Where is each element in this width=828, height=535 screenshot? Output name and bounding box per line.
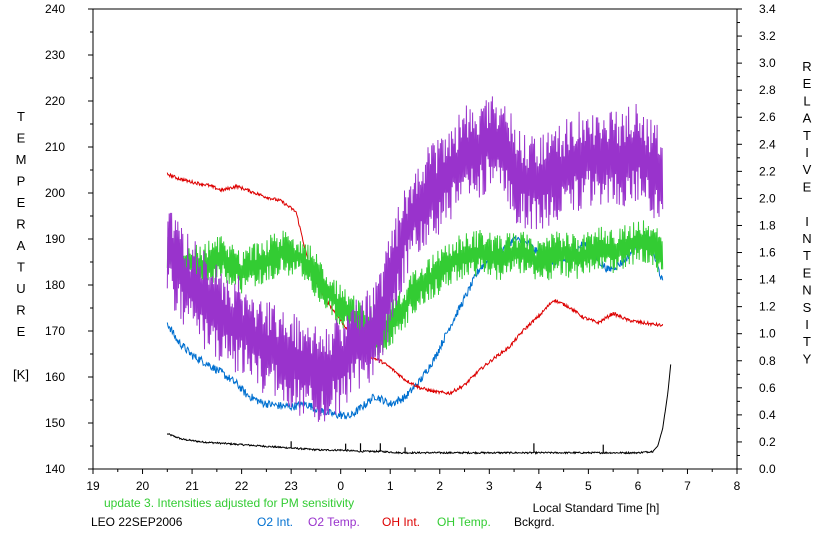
y-right-label-letter: N [802,231,811,246]
y-left-tick-label: 210 [45,140,65,154]
y-right-tick-label: 3.4 [759,2,776,16]
y-right-label-letter: E [803,179,812,194]
y-left-label-letter: E [17,131,26,146]
x-tick-label: 1 [387,479,394,493]
y-right-tick-label: 3.0 [759,56,776,70]
y-right-tick-label: 0.8 [759,354,776,368]
y-right-tick-label: 2.6 [759,110,776,124]
x-tick-label: 22 [235,479,249,493]
series-line-oh-temp [166,220,664,357]
y-left-tick-label: 230 [45,48,65,62]
x-tick-label: 2 [436,479,443,493]
x-tick-label: 6 [635,479,642,493]
y-right-tick-label: 2.8 [759,83,776,97]
y-right-label-letter: N [802,283,811,298]
x-tick-label: 5 [585,479,592,493]
y-right-tick-label: 0.2 [759,435,776,449]
x-tick-label: 7 [684,479,691,493]
series-line-o2-temp [166,96,664,422]
y-right-label-letter: A [803,111,812,126]
y-left-label-letter: P [17,174,26,189]
x-axis-label: Local Standard Time [h] [533,501,660,515]
legend-entry: O2 Temp. [308,515,360,529]
y-left-label-letter: E [17,195,26,210]
y-right-tick-label: 2.0 [759,191,776,205]
station-label: LEO 22SEP2006 [91,515,183,529]
y-left-label-letter: A [17,238,26,253]
x-tick-label: 21 [185,479,199,493]
y-right-tick-label: 0.0 [759,462,776,476]
y-left-tick-label: 190 [45,232,65,246]
y-right-tick-label: 1.4 [759,273,776,287]
y-left-label-letter: M [16,152,27,167]
x-tick-label: 23 [284,479,298,493]
x-tick-label: 0 [337,479,344,493]
y-right-label-letter: I [805,317,809,332]
legend: O2 Int. O2 Temp. OH Int. OH Temp. Bckgrd. [257,515,555,529]
y-right-label-letter: V [803,162,812,177]
y-right-tick-label: 3.2 [759,29,776,43]
y-left-label-letter: R [16,217,25,232]
y-right-tick-label: 2.2 [759,164,776,178]
y-left-label-letter: T [17,260,25,275]
note-text: update 3. Intensities adjusted for PM se… [104,496,354,510]
legend-entry: OH Int. [382,515,420,529]
y-left-tick-label: 240 [45,2,65,16]
y-right-tick-label: 0.6 [759,381,776,395]
y-right-tick-label: 0.4 [759,408,776,422]
series-line-bckgrd [166,364,672,455]
y-right-tick-label: 2.4 [759,137,776,151]
y-right-label-letter: T [803,248,811,263]
y-right-tick-label: 1.0 [759,327,776,341]
y-right-label-letter: E [803,76,812,91]
y-left-label-letter: T [17,109,25,124]
legend-entry: Bckgrd. [514,515,555,529]
series-layer [166,96,672,455]
x-tick-label: 3 [486,479,493,493]
x-tick-label: 20 [136,479,150,493]
y-left-label-letter: [K] [13,367,29,382]
legend-entry: O2 Int. [257,515,293,529]
y-right-label-letter: E [803,265,812,280]
y-left-tick-label: 170 [45,324,65,338]
y-right-label-letter: I [805,145,809,160]
y-left-label-letter: U [16,281,25,296]
y-right-label-letter: R [802,59,811,74]
legend-entry: OH Temp. [437,515,491,529]
x-tick-label: 4 [536,479,543,493]
y-left-tick-label: 140 [45,462,65,476]
y-right-label-letter: T [803,334,811,349]
x-tick-label: 8 [734,479,741,493]
y-left-label-letter: R [16,303,25,318]
y-right-label-letter: L [803,93,810,108]
y-right-label-letter: T [803,128,811,143]
y-right-tick-label: 1.2 [759,300,776,314]
y-right-tick-label: 1.8 [759,218,776,232]
y-left-label-letter: E [17,324,26,339]
y-left-tick-label: 150 [45,416,65,430]
y-right-label-letter: Y [803,351,812,366]
y-right-label-letter: I [805,214,809,229]
series-line-oh-int [166,172,664,396]
y-left-tick-label: 180 [45,278,65,292]
y-left-tick-label: 220 [45,94,65,108]
axes: 19 20 21 22 23 0 1 2 3 4 5 6 7 8140150160170180190200… [45,2,776,493]
y-left-tick-label: 160 [45,370,65,384]
y-right-label-letter: S [803,300,812,315]
x-tick-label: 19 [86,479,100,493]
y-left-tick-label: 200 [45,186,65,200]
y-right-tick-label: 1.6 [759,246,776,260]
